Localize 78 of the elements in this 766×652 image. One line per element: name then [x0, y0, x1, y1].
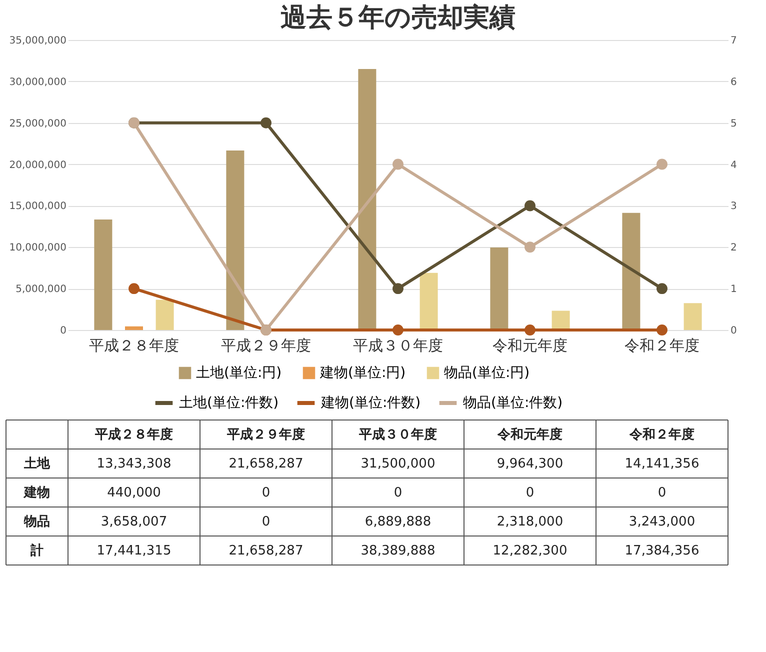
legend-label: 物品(単位:円) [444, 365, 530, 381]
bar [684, 303, 702, 330]
bar [358, 69, 376, 330]
point [392, 158, 404, 170]
point [656, 158, 668, 170]
text: 38,389,888 [360, 544, 436, 558]
bar [552, 310, 570, 330]
point [392, 324, 404, 336]
data-label: 440,000 [107, 486, 161, 500]
bar [156, 300, 174, 330]
y2-tick-label: 6 [730, 76, 737, 88]
data-label: 0 [526, 486, 534, 500]
x-tick-label: 平成２８年度 [89, 336, 179, 354]
category-label: 令和２年度 [630, 428, 694, 442]
data-label: 0 [262, 514, 270, 530]
y-tick-label: 25,000,000 [9, 118, 66, 130]
legend-label: 土地(単位:件数) [179, 395, 279, 411]
bar [94, 219, 112, 330]
legend-label: 土地(単位:円) [196, 365, 282, 381]
legend-label: 建物(単位:件数) [320, 395, 421, 411]
x-tick-label: 平成２９年度 [221, 336, 311, 354]
data-label: 6,889,888 [364, 514, 432, 530]
legend-label: 物品(単位:件数) [463, 395, 563, 411]
data-label: 3,658,007 [100, 514, 168, 530]
y2-tick-label: 0 [730, 326, 737, 336]
y-tick-label: 0 [60, 326, 66, 336]
data-label: 14,141,356 [624, 456, 700, 472]
text: 建物 [23, 486, 50, 500]
category-label: 平成２８年度 [95, 428, 173, 442]
bar [125, 326, 143, 330]
text: 土地 [23, 456, 51, 472]
chart-title: 過去５年の売却実績 [280, 3, 516, 33]
text: 12,282,300 [492, 544, 568, 558]
data-label: 13,343,308 [96, 456, 172, 472]
data-label: 3,243,000 [628, 514, 696, 530]
y2-tick-label: 7 [730, 36, 737, 46]
category-label: 令和元年度 [498, 428, 562, 442]
y2-tick-label: 1 [730, 284, 737, 296]
y-tick-label: 20,000,000 [9, 160, 66, 171]
x-tick-label: 令和元年度 [492, 336, 568, 354]
data-label: 31,500,000 [360, 456, 436, 472]
y-tick-label: 10,000,000 [9, 242, 66, 254]
data-label: 21,658,287 [228, 456, 304, 472]
bar [420, 272, 438, 330]
data-label: 0 [262, 486, 270, 500]
point [392, 283, 404, 294]
data-label: 2,318,000 [496, 514, 564, 530]
y-tick-label: 15,000,000 [9, 201, 66, 212]
bar [490, 247, 508, 330]
category-label: 平成３０年度 [359, 428, 437, 442]
point [128, 283, 140, 294]
bar [622, 212, 640, 330]
text: 17,441,315 [96, 544, 172, 558]
point [260, 117, 272, 128]
y-tick-label: 35,000,000 [9, 36, 66, 46]
text: 21,658,287 [228, 544, 304, 558]
y-tick-label: 30,000,000 [9, 76, 66, 88]
y-tick-label: 5,000,000 [16, 284, 66, 296]
point [524, 324, 536, 336]
y2-tick-label: 5 [730, 118, 737, 130]
data-label: 0 [394, 486, 402, 500]
category-label: 平成２９年度 [227, 428, 305, 442]
text: 計 [30, 542, 44, 558]
data-label: 9,964,300 [496, 456, 564, 472]
bar [226, 150, 244, 330]
point [656, 283, 668, 294]
x-tick-label: 平成３０年度 [353, 336, 443, 354]
point [524, 200, 536, 212]
data-label: 0 [658, 486, 666, 500]
y2-tick-label: 3 [730, 201, 737, 212]
y2-tick-label: 4 [730, 160, 737, 171]
text: 物品 [23, 514, 50, 530]
point [656, 324, 668, 336]
y2-tick-label: 2 [730, 242, 737, 254]
text: 17,384,356 [624, 544, 700, 558]
legend-label: 建物(単位:円) [319, 365, 406, 381]
point [524, 242, 536, 253]
x-tick-label: 令和２年度 [624, 336, 700, 354]
